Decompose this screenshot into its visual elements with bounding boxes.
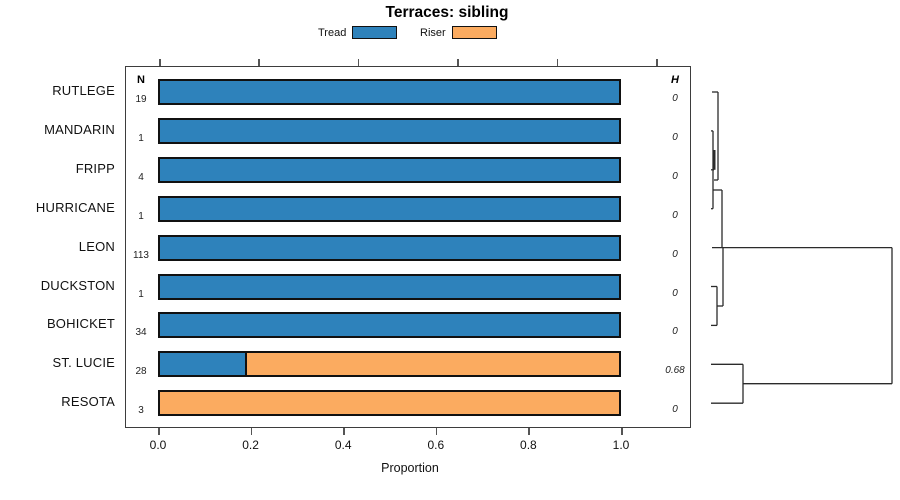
n-column-header: N (137, 74, 145, 86)
legend-swatch-riser (451, 26, 497, 39)
top-axis-tick (357, 59, 360, 66)
n-value: 3 (138, 405, 144, 417)
n-value: 19 (135, 94, 147, 105)
n-value: 1 (138, 210, 144, 222)
n-value: 1 (138, 288, 144, 300)
x-axis-tick-label: 1.0 (612, 438, 630, 452)
x-axis-tick (343, 428, 345, 435)
h-value: 0 (672, 93, 678, 104)
n-value: 4 (138, 171, 144, 183)
bar-row (158, 312, 621, 339)
bar-segment-tread (160, 81, 619, 103)
category-label: HURRICANE (35, 199, 115, 215)
bar-segment-tread (160, 197, 619, 220)
legend-swatch-tread (352, 26, 398, 39)
bar-segment-riser (247, 353, 619, 376)
bar-row (158, 273, 621, 300)
category-label: BOHICKET (46, 316, 115, 332)
bar-row (158, 79, 621, 105)
bar-row (158, 390, 621, 417)
category-label: RUTLEGE (52, 83, 115, 98)
h-value: 0 (672, 209, 678, 221)
x-axis-tick-label: 0.2 (242, 438, 259, 452)
bar-segment-tread (160, 275, 619, 298)
category-label: RESOTA (61, 394, 115, 410)
legend-label: Tread (318, 26, 347, 39)
h-column-header: H (671, 74, 679, 86)
category-label: DUCKSTON (40, 277, 115, 293)
x-axis-tick (528, 428, 530, 435)
bar-segment-tread (160, 236, 619, 259)
x-axis-label: Proportion (381, 461, 439, 475)
bar-segment-tread (160, 158, 619, 181)
bar-row (158, 117, 621, 144)
category-label: FRIPP (75, 160, 115, 176)
bar-row (158, 351, 621, 378)
h-value: 0 (672, 404, 678, 416)
x-axis-tick (158, 428, 160, 435)
category-label: MANDARIN (44, 121, 115, 137)
legend-item-riser: Riser (420, 26, 497, 39)
top-axis-tick (258, 59, 260, 66)
bar-row (158, 156, 621, 183)
n-value: 28 (135, 366, 147, 378)
plot-box (125, 66, 691, 428)
h-value: 0 (672, 287, 678, 299)
h-value: 0 (672, 248, 678, 260)
x-axis-tick (621, 428, 623, 435)
category-label: LEON (78, 238, 115, 254)
chart-title: Terraces: sibling (385, 4, 509, 21)
n-value: 113 (133, 249, 149, 261)
top-axis-tick (159, 59, 161, 66)
legend-label: Riser (420, 26, 446, 39)
top-axis-tick (457, 59, 459, 66)
h-value: 0 (672, 170, 678, 182)
n-value: 34 (135, 327, 147, 339)
top-axis-tick (656, 59, 658, 66)
bar-row (158, 195, 621, 222)
n-value: 1 (138, 132, 144, 144)
bar-segment-tread (160, 119, 619, 142)
h-value: 0 (672, 131, 678, 143)
bar-segment-tread (160, 353, 248, 376)
bar-segment-tread (160, 314, 619, 337)
x-axis-tick-label: 0.8 (520, 438, 537, 452)
x-axis-tick-label: 0.0 (149, 438, 167, 452)
h-value: 0.68 (665, 365, 685, 377)
bar-row (158, 234, 621, 261)
x-axis-tick (435, 428, 438, 435)
top-axis-tick (556, 59, 559, 66)
x-axis-tick-label: 0.4 (334, 438, 352, 452)
bar-segment-riser (160, 392, 619, 415)
legend-item-tread: Tread (318, 26, 398, 39)
x-axis-tick-label: 0.6 (427, 438, 445, 452)
h-value: 0 (672, 326, 678, 338)
x-axis-tick (250, 428, 253, 435)
category-label: ST. LUCIE (52, 355, 115, 371)
